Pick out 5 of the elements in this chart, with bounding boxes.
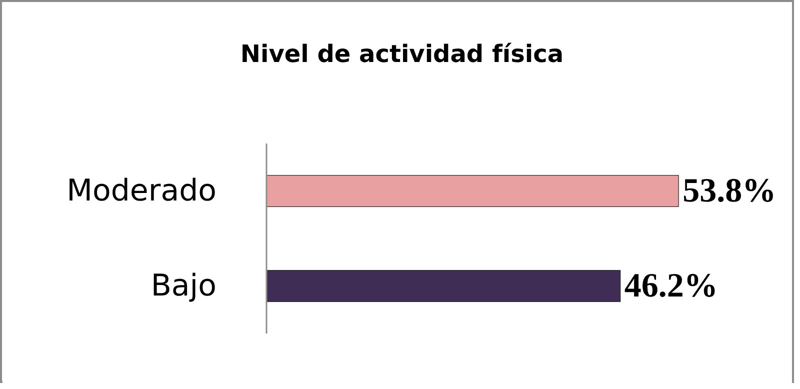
y-tick-label: Bajo bbox=[150, 268, 216, 304]
data-label: 53.8% bbox=[682, 172, 776, 210]
y-tick-label: Moderado bbox=[66, 174, 217, 208]
data-label: 46.2% bbox=[624, 268, 718, 304]
chart-title: Nivel de actividad física bbox=[240, 39, 564, 70]
